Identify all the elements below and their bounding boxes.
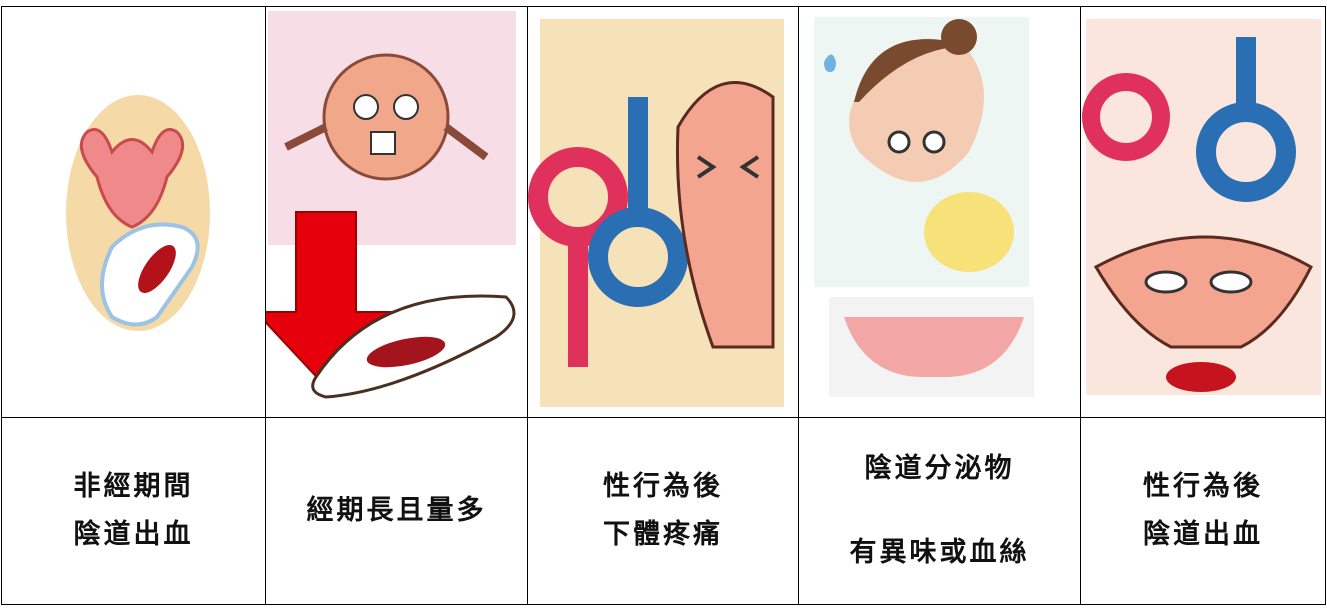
cell-text: 非經期間 (73, 471, 194, 502)
text-cell: 性行為後 陰道出血 (1080, 417, 1326, 605)
illustration-pain (528, 19, 784, 407)
illustration-heavy-period (266, 11, 516, 399)
female-symbol (1082, 73, 1170, 161)
hair-bun (941, 19, 977, 55)
eye (1209, 270, 1253, 294)
cell-text: 下體疼痛 (603, 519, 723, 550)
cell-text: 陰道分泌物 (864, 453, 1015, 484)
uterus (79, 128, 185, 229)
image-cell (1080, 6, 1326, 418)
image-cell (265, 6, 528, 418)
illustration-bleeding (66, 95, 210, 331)
illustration-discharge (814, 17, 1034, 397)
text-cell: 陰道分泌物有異味或血絲 (798, 417, 1081, 605)
text-cell: 經期長且量多 (265, 417, 528, 605)
eye (393, 94, 419, 120)
image-cell (1, 6, 266, 418)
mouth (370, 131, 396, 155)
image-row (1, 6, 1326, 418)
hair (854, 39, 974, 102)
cell-text: 性行為後 (1143, 471, 1263, 502)
character (675, 81, 775, 349)
eye (887, 130, 911, 154)
cell-text: 陰道出血 (73, 519, 194, 550)
squint-eyes (696, 155, 760, 179)
blood (1166, 362, 1236, 392)
cell-text: 性行為後 (603, 471, 723, 502)
symptom-table: 非經期間陰道出血 經期長且量多 性行為後下體疼痛 陰道分泌物有異味或血絲 性行為… (1, 6, 1326, 605)
eye (353, 94, 379, 120)
blood (366, 336, 446, 368)
character (1093, 235, 1313, 349)
odor-cloud (924, 192, 1014, 272)
cell-text: 有異味或血絲 (849, 537, 1030, 568)
eye (1144, 270, 1188, 294)
cell-text: 經期長且量多 (306, 495, 487, 526)
eye (922, 130, 946, 154)
cell-text: 陰道出血 (1143, 519, 1263, 550)
blood (138, 245, 176, 293)
underwear (844, 317, 1024, 377)
character-body (322, 53, 450, 181)
illustration-postcoital-bleeding (1082, 19, 1321, 395)
image-cell (798, 6, 1081, 418)
image-cell (527, 6, 799, 418)
text-row: 非經期間陰道出血 經期長且量多 性行為後下體疼痛 陰道分泌物有異味或血絲 性行為… (1, 417, 1326, 605)
sweat-drop (824, 54, 836, 72)
text-cell: 性行為後 下體疼痛 (527, 417, 799, 605)
arms (284, 123, 489, 161)
text-cell: 非經期間 陰道出血 (1, 417, 266, 605)
